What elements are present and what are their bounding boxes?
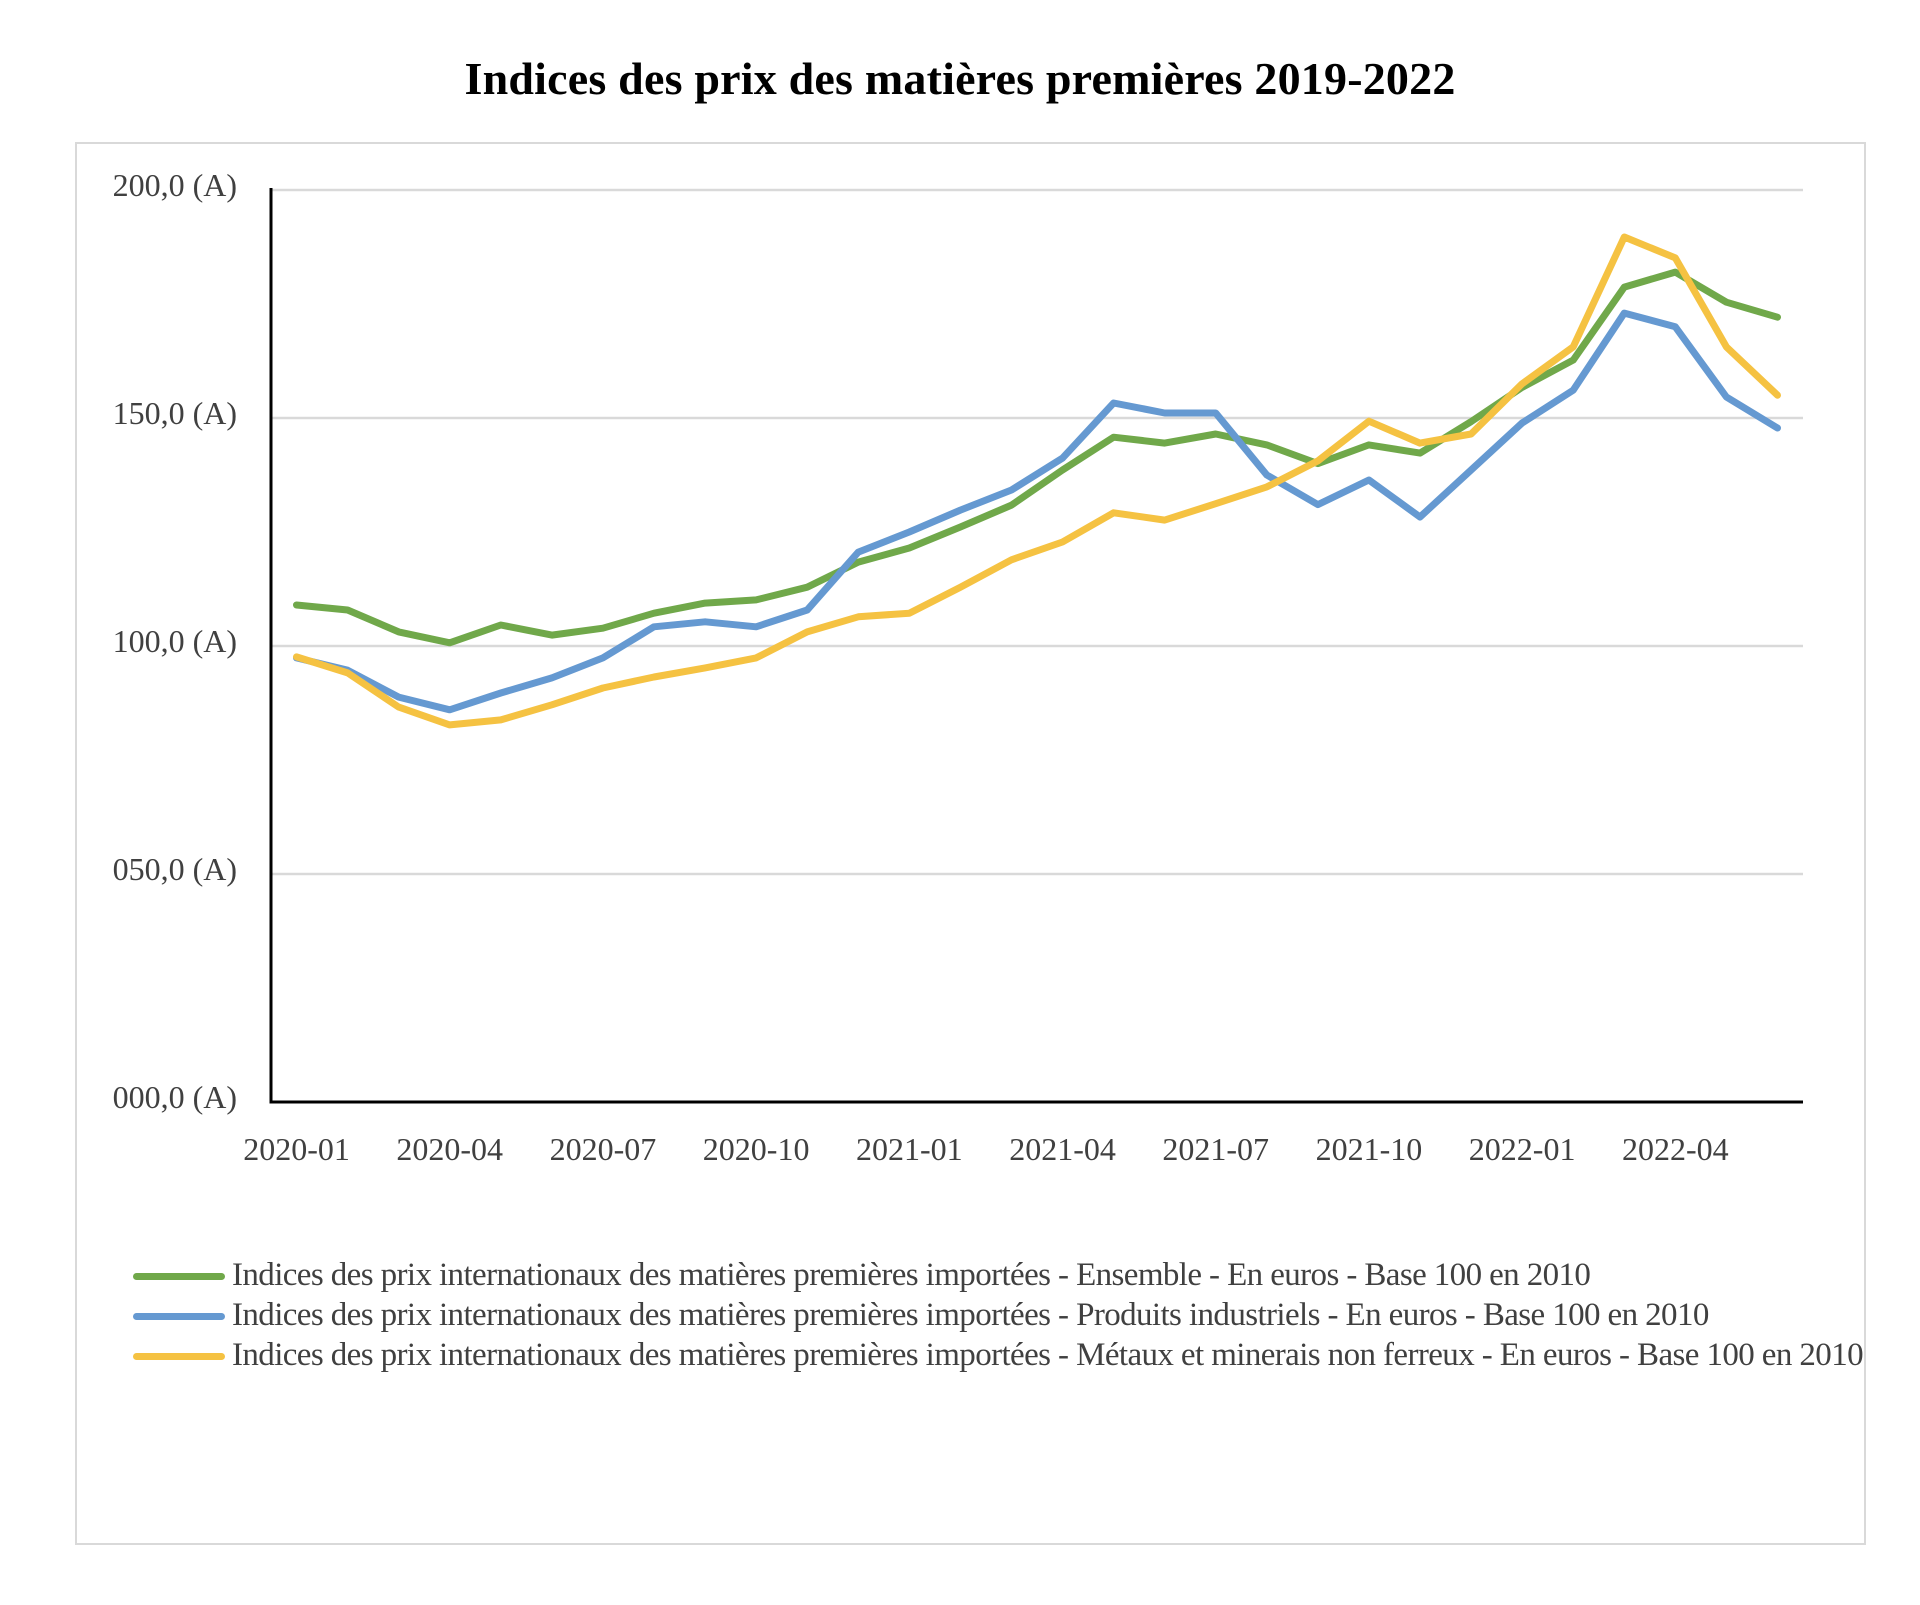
legend-label: Indices des prix internationaux des mati… (232, 1297, 1709, 1333)
legend-item-metaux[interactable]: Indices des prix internationaux des mati… (133, 1335, 1920, 1375)
x-tick-label: 2021-07 (1162, 1131, 1269, 1167)
legend-swatch-blue (133, 1313, 225, 1320)
x-tick-label: 2020-01 (243, 1131, 350, 1167)
y-tick-label: 050,0 (A) (113, 851, 237, 887)
x-tick-label: 2020-07 (550, 1131, 657, 1167)
chart-frame (75, 142, 1866, 1545)
y-tick-label: 000,0 (A) (113, 1079, 237, 1115)
legend-item-ensemble[interactable]: Indices des prix internationaux des mati… (133, 1255, 1920, 1295)
series-lines (293, 233, 1781, 729)
x-tick-label: 2021-01 (856, 1131, 963, 1167)
y-tick-label: 100,0 (A) (113, 623, 237, 659)
series-line-produits-industriels (293, 309, 1781, 714)
x-axis-tick-labels: 2020-01 2020-04 2020-07 2020-10 2021-01 2021-… (243, 1131, 1728, 1167)
x-tick-label: 2020-04 (396, 1131, 503, 1167)
x-tick-label: 2020-10 (703, 1131, 810, 1167)
chart-title: Indices des prix des matières premières … (464, 53, 1456, 104)
legend-swatch-green (133, 1273, 225, 1280)
x-tick-label: 2022-04 (1622, 1131, 1729, 1167)
gridlines (271, 188, 1803, 876)
y-tick-label: 150,0 (A) (113, 395, 237, 431)
x-tick-label: 2021-04 (1009, 1131, 1116, 1167)
series-line-ensemble (293, 268, 1781, 647)
legend-label: Indices des prix internationaux des mati… (232, 1257, 1591, 1293)
legend-item-produits-industriels[interactable]: Indices des prix internationaux des mati… (133, 1295, 1920, 1335)
legend-swatch-yellow (133, 1353, 225, 1360)
x-tick-label: 2021-10 (1316, 1131, 1423, 1167)
legend: Indices des prix internationaux des mati… (133, 1255, 1864, 1375)
y-tick-label: 200,0 (A) (113, 167, 237, 203)
x-tick-label: 2022-01 (1469, 1131, 1576, 1167)
y-axis-tick-labels: 000,0 (A) 050,0 (A) 100,0 (A) 150,0 (A) 200,… (113, 167, 237, 1115)
series-line-metaux-non-ferreux (293, 233, 1781, 729)
legend-label: Indices des prix internationaux des mati… (232, 1337, 1864, 1373)
